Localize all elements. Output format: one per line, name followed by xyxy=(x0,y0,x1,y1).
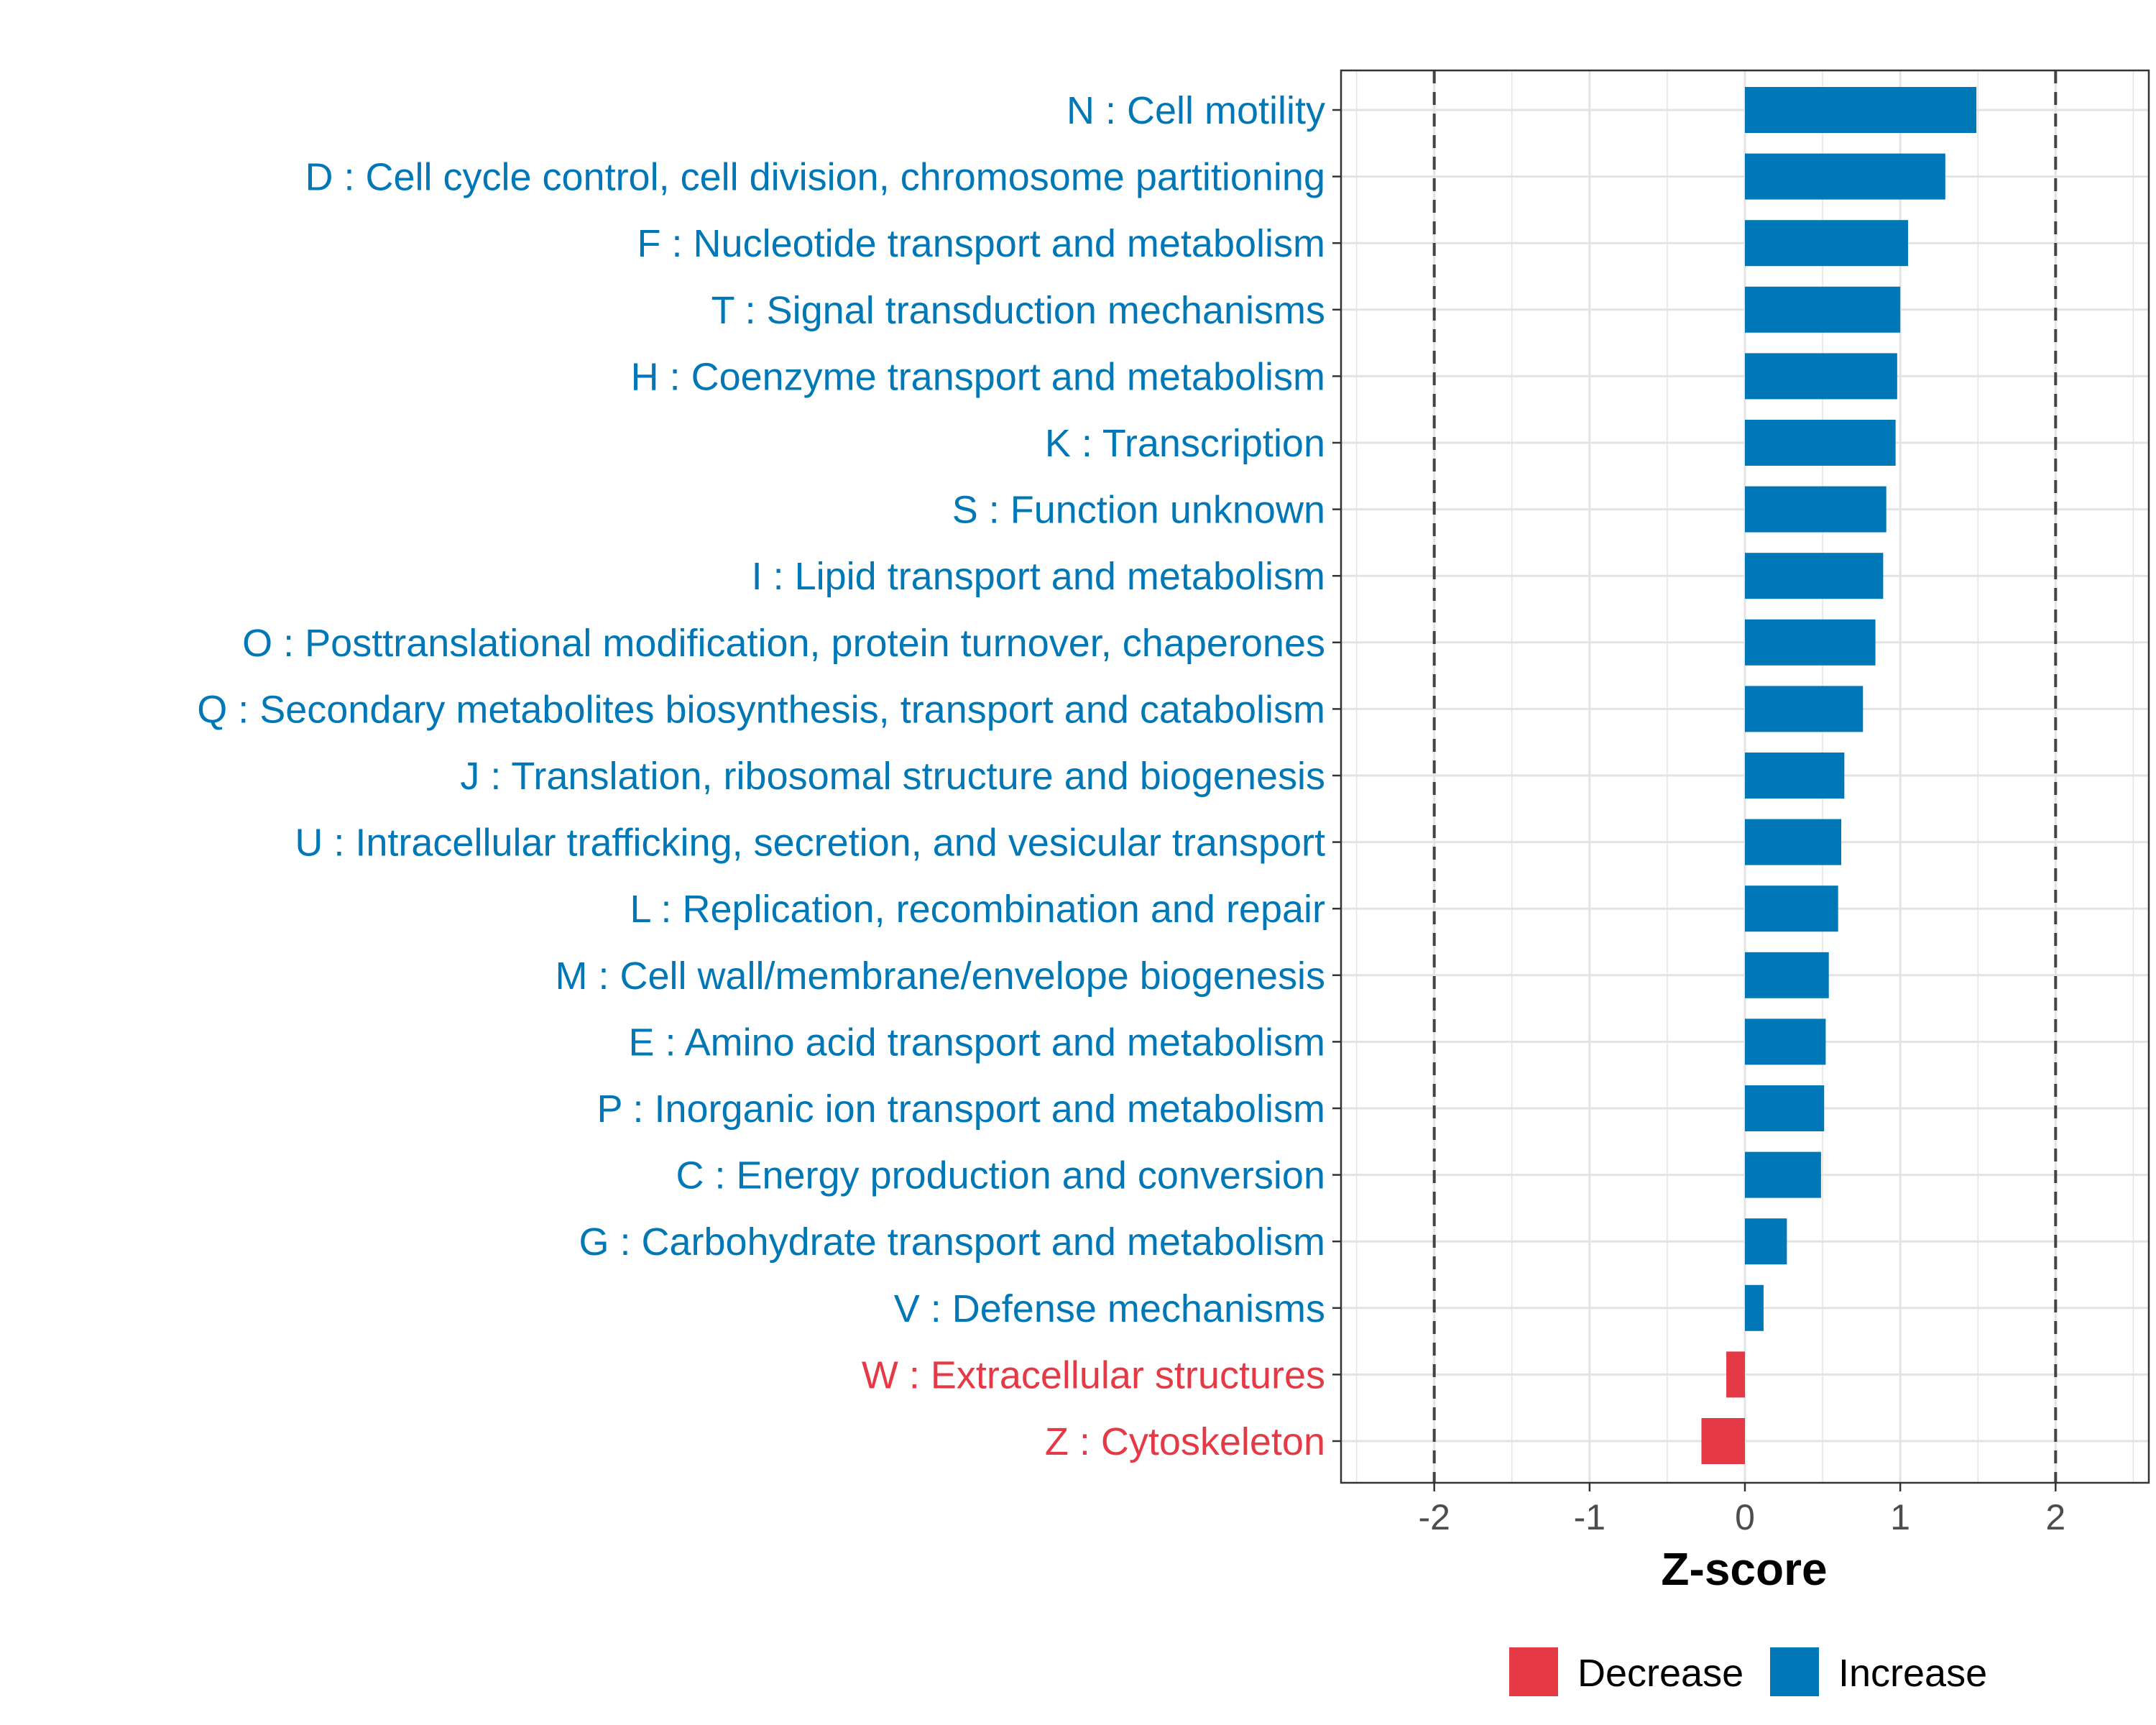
category-label: K : Transcription xyxy=(1045,422,1325,465)
x-axis-title: Z-score xyxy=(1661,1543,1827,1595)
category-label: J : Translation, ribosomal structure and… xyxy=(460,755,1325,798)
x-tick-label: 2 xyxy=(2045,1497,2065,1537)
category-label: L : Replication, recombination and repai… xyxy=(630,888,1325,931)
reference-lines xyxy=(1432,70,2058,1483)
category-label: V : Defense mechanisms xyxy=(894,1287,1325,1330)
x-tick-label: -1 xyxy=(1574,1497,1606,1537)
bar xyxy=(1745,220,1908,267)
bar xyxy=(1745,753,1845,799)
bars xyxy=(1701,87,1977,1464)
category-label: W : Extracellular structures xyxy=(862,1353,1325,1397)
bar xyxy=(1745,886,1838,932)
category-label: N : Cell motility xyxy=(1067,89,1325,132)
category-label: Q : Secondary metabolites biosynthesis, … xyxy=(197,688,1325,731)
category-label: Z : Cytoskeleton xyxy=(1045,1420,1325,1463)
category-label: P : Inorganic ion transport and metaboli… xyxy=(596,1087,1325,1131)
bar xyxy=(1745,286,1901,333)
category-label: F : Nucleotide transport and metabolism xyxy=(637,222,1325,265)
legend-swatch xyxy=(1509,1647,1558,1696)
y-axis-labels: N : Cell motility D : Cell cycle control,… xyxy=(197,89,1325,1463)
bar xyxy=(1745,87,1977,133)
bar xyxy=(1745,1085,1825,1131)
y-axis-ticks xyxy=(1332,109,1341,1443)
bar xyxy=(1745,1151,1821,1198)
legend-swatch xyxy=(1770,1647,1819,1696)
bar xyxy=(1745,952,1829,998)
bar xyxy=(1745,619,1876,666)
x-axis-labels: -2 -1 0 1 2 xyxy=(1418,1497,2065,1537)
bar xyxy=(1745,1218,1787,1265)
x-tick-label: 1 xyxy=(1890,1497,1910,1537)
bar xyxy=(1701,1418,1745,1464)
category-label: E : Amino acid transport and metabolism xyxy=(629,1021,1325,1064)
category-label: D : Cell cycle control, cell division, c… xyxy=(305,156,1325,199)
category-label: M : Cell wall/membrane/envelope biogenes… xyxy=(555,954,1325,998)
bar xyxy=(1745,486,1886,533)
x-tick-label: 0 xyxy=(1735,1497,1755,1537)
category-label: S : Function unknown xyxy=(952,489,1325,532)
category-label: G : Carbohydrate transport and metabolis… xyxy=(579,1220,1326,1264)
bar xyxy=(1745,153,1945,200)
bar xyxy=(1745,819,1842,865)
x-axis-ticks xyxy=(1433,1483,2057,1491)
bar xyxy=(1745,353,1897,400)
x-tick-label: -2 xyxy=(1418,1497,1450,1537)
bar xyxy=(1745,1018,1826,1065)
category-label: U : Intracellular trafficking, secretion… xyxy=(295,822,1325,865)
category-label: I : Lipid transport and metabolism xyxy=(752,555,1325,598)
category-label: T : Signal transduction mechanisms xyxy=(711,289,1325,332)
category-label: O : Posttranslational modification, prot… xyxy=(242,622,1325,665)
legend-label: Increase xyxy=(1838,1652,1987,1695)
bar xyxy=(1726,1351,1745,1398)
bar xyxy=(1745,553,1884,599)
bar xyxy=(1745,420,1896,466)
legend-label: Decrease xyxy=(1577,1652,1743,1695)
category-label: H : Coenzyme transport and metabolism xyxy=(631,355,1325,398)
category-label: C : Energy production and conversion xyxy=(676,1154,1325,1197)
bar xyxy=(1745,686,1864,732)
legend: Decrease Increase xyxy=(1509,1647,1987,1696)
bar xyxy=(1745,1284,1764,1331)
